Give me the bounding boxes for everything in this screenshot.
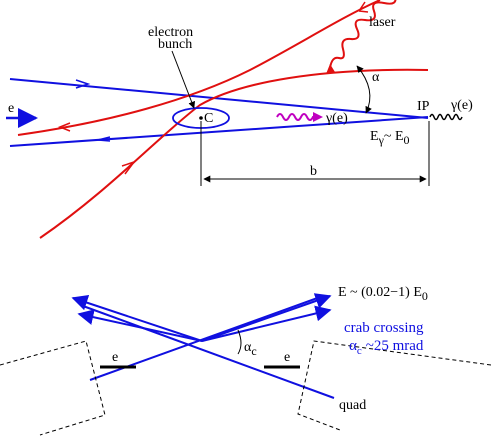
crab-beam-fan-3 bbox=[201, 293, 332, 342]
crossing-angle-sub: c bbox=[251, 344, 256, 358]
laser-photon-wave bbox=[329, 0, 397, 69]
crab-beam-fan-4 bbox=[201, 305, 332, 342]
electron-bunch-label-line1: electron bbox=[148, 25, 193, 40]
quad-label: quad bbox=[339, 398, 366, 413]
b-label: b bbox=[310, 164, 317, 179]
ip-label: IP bbox=[417, 99, 430, 114]
laser-wave-arrowhead bbox=[326, 64, 335, 74]
conversion-point-dot bbox=[199, 116, 203, 120]
electron-bunch-leader bbox=[171, 50, 195, 109]
electron-label-right: e bbox=[284, 350, 290, 365]
energy-range-label: E ~ (0.02−1) E0 bbox=[338, 285, 428, 303]
beam-direction-chevron bbox=[97, 136, 111, 142]
photon-energy-relation: Eγ~ E0 bbox=[370, 129, 410, 147]
alpha-angle-arc bbox=[356, 65, 372, 114]
energy-range-sub: 0 bbox=[422, 289, 428, 303]
laser-beam-upper bbox=[17, 0, 381, 136]
energy-rhs: ~ E bbox=[384, 129, 404, 144]
photon-wave bbox=[276, 113, 319, 121]
crab-angle-value: ~25 mrad bbox=[366, 338, 424, 354]
crab-beam-left bbox=[82, 305, 335, 399]
laser-direction-chevron bbox=[121, 161, 135, 175]
electron-bunch-label-line2: bunch bbox=[158, 37, 192, 52]
crab-angle-sub: c bbox=[357, 345, 362, 357]
electron-label-left: e bbox=[112, 350, 118, 365]
alpha-label: α bbox=[372, 70, 380, 85]
energy-rhs-subscript: 0 bbox=[404, 133, 410, 147]
electron-beam-lower bbox=[9, 116, 429, 147]
quad-left bbox=[0, 340, 106, 436]
beam-direction-chevron bbox=[75, 79, 91, 89]
outgoing-photon-label: γ(e) bbox=[450, 98, 473, 113]
conversion-point-label: C bbox=[204, 111, 213, 126]
outgoing-photon-wave bbox=[429, 113, 463, 121]
crab-angle-label: αc ~25 mrad bbox=[349, 338, 424, 357]
energy-symbol: E bbox=[370, 129, 379, 144]
laser-direction-chevron bbox=[57, 122, 71, 132]
photon-arrowhead bbox=[313, 112, 323, 122]
crab-beam-fan-2 bbox=[77, 309, 203, 342]
crab-angle-alpha: α bbox=[349, 338, 357, 354]
crossing-angle-alpha: α bbox=[244, 340, 252, 355]
laser-direction-chevron bbox=[358, 1, 369, 13]
energy-range-text: E ~ (0.02−1) E bbox=[338, 285, 422, 300]
electron-label: e bbox=[8, 101, 14, 116]
energy-subscript: γ bbox=[378, 133, 385, 147]
crab-beam-fan-1 bbox=[71, 294, 203, 342]
laser-beam-lower bbox=[39, 68, 429, 239]
crossing-angle-label: αc bbox=[244, 340, 257, 358]
quad-right bbox=[297, 340, 491, 431]
photon-gamma-label: γ(e) bbox=[325, 111, 348, 126]
crossing-angle-arc bbox=[237, 329, 242, 355]
crab-crossing-label: crab crossing bbox=[344, 320, 424, 336]
laser-label: laser bbox=[369, 15, 396, 30]
